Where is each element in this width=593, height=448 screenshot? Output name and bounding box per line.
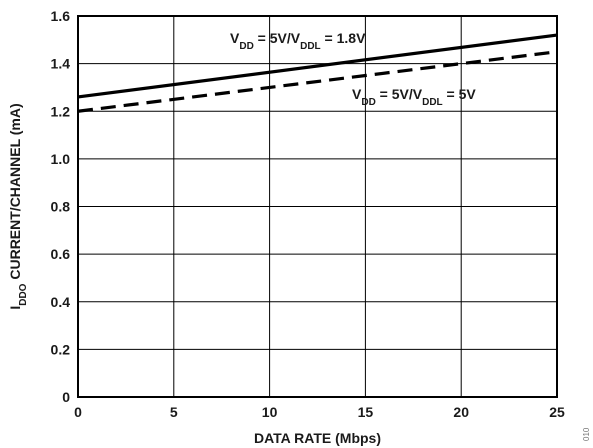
x-tick-label: 25 (549, 404, 565, 420)
y-tick-label: 0.8 (51, 199, 71, 215)
tick-labels: 0 5 10 15 20 25 0 0.2 0.4 0.6 0.8 1.0 1.2 1.4 1.6 (51, 8, 565, 420)
y-tick-label: 0.6 (51, 246, 71, 262)
x-tick-label: 0 (74, 404, 82, 420)
y-tick-label: 0.2 (51, 341, 71, 357)
y-tick-label: 1.6 (51, 8, 71, 24)
y-tick-label: 1.2 (51, 103, 71, 119)
grid (78, 16, 557, 397)
y-tick-label: 1.4 (51, 56, 71, 72)
y-axis-title: IDDO CURRENT/CHANNEL (mA) (7, 103, 29, 309)
x-tick-label: 20 (453, 404, 469, 420)
x-axis-title: DATA RATE (Mbps) (254, 430, 381, 446)
figure-number: 010 (582, 427, 591, 441)
x-tick-label: 15 (358, 404, 374, 420)
x-tick-label: 5 (170, 404, 178, 420)
series-label-vddl-5v: VDD = 5V/VDDL = 5V (352, 86, 476, 108)
y-tick-label: 0 (62, 389, 70, 405)
x-tick-label: 10 (262, 404, 278, 420)
series-label-vddl-1-8v: VDD = 5V/VDDL = 1.8V (230, 30, 366, 52)
series-line-dashed (78, 52, 557, 112)
y-tick-label: 0.4 (51, 294, 71, 310)
y-tick-label: 1.0 (51, 151, 71, 167)
